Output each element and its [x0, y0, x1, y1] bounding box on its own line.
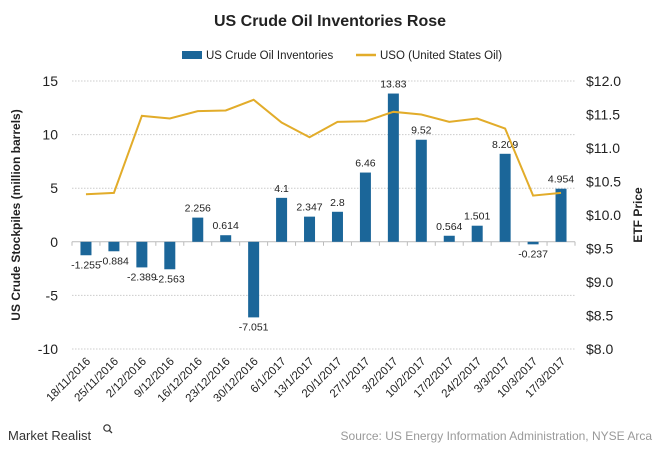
bar-data-label: 4.1: [274, 183, 289, 195]
bar-data-label: -2.389: [127, 271, 157, 283]
y2-axis-label: ETF Price: [631, 187, 645, 243]
y-tick-label: 5: [50, 180, 58, 196]
bar: [136, 241, 148, 268]
bar-data-label: -2.563: [155, 273, 185, 285]
bar-data-label: 8.209: [492, 139, 518, 151]
bar: [359, 172, 371, 242]
bar: [331, 211, 343, 242]
chart-title: US Crude Oil Inventories Rose: [214, 13, 446, 30]
source-note: Source: US Energy Information Administra…: [341, 429, 653, 443]
bar: [248, 241, 260, 318]
bar: [471, 225, 483, 242]
bar-data-label: 6.46: [355, 158, 376, 170]
bar-data-label: 2.256: [185, 203, 211, 215]
bar: [387, 93, 399, 242]
bar: [443, 235, 455, 242]
bar-data-label: 13.83: [380, 79, 406, 91]
bar: [164, 241, 176, 270]
bar: [527, 241, 539, 245]
bar: [220, 235, 232, 242]
bar-data-label: 1.501: [464, 211, 490, 223]
y2-tick-label: $10.5: [586, 174, 621, 190]
y-tick-label: -10: [38, 341, 58, 357]
y2-tick-label: $8.0: [586, 341, 613, 357]
bar: [415, 139, 427, 242]
bar: [276, 197, 288, 242]
y-tick-label: 0: [50, 234, 58, 250]
bar-data-label: 0.564: [436, 221, 462, 233]
bar: [192, 217, 204, 242]
bar-data-label: -0.237: [518, 248, 548, 260]
magnifier-icon: [103, 424, 113, 434]
bar-data-label: -7.051: [239, 321, 269, 333]
y-tick-label: 10: [42, 127, 58, 143]
bar: [80, 241, 92, 256]
market-realist-logo: Market Realist: [8, 428, 91, 443]
bar: [555, 188, 567, 242]
bar: [499, 153, 511, 242]
bar: [108, 241, 120, 252]
legend-label-inventories: US Crude Oil Inventories: [206, 50, 333, 62]
y-axis-label: US Crude Stockpiles (million barrels): [9, 109, 23, 320]
bar-data-label: 2.347: [296, 202, 322, 214]
bar-data-label: 4.954: [548, 174, 574, 186]
uso-line: [85, 98, 562, 197]
y2-tick-label: $12.0: [586, 73, 621, 89]
legend: US Crude Oil Inventories USO (United Sta…: [182, 50, 502, 62]
bar-data-label: -1.255: [71, 259, 101, 271]
legend-swatch-inventories: [182, 51, 202, 59]
y-tick-label: 15: [42, 73, 58, 89]
bar-data-label: 2.8: [330, 197, 345, 209]
y2-tick-label: $9.0: [586, 274, 613, 290]
y2-tick-label: $10.0: [586, 207, 621, 223]
bar-data-label: -0.884: [99, 255, 129, 267]
y2-tick-label: $8.5: [586, 308, 613, 324]
bar-data-label: 9.52: [411, 125, 432, 137]
bar: [304, 216, 316, 242]
y-tick-label: -5: [46, 287, 59, 303]
y2-tick-label: $9.5: [586, 241, 613, 257]
legend-label-uso: USO (United States Oil): [380, 50, 502, 62]
bar-data-label: 0.614: [213, 220, 239, 232]
y2-tick-label: $11.5: [586, 107, 620, 123]
y2-tick-label: $11.0: [586, 140, 620, 156]
